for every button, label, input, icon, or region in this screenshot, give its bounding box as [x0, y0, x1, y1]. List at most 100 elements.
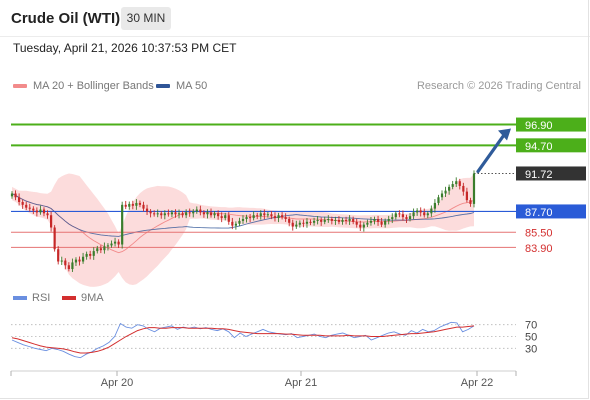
candle-body — [448, 186, 451, 191]
candle-body — [81, 256, 85, 262]
candle-body — [302, 222, 305, 224]
candle-body — [149, 211, 152, 214]
arrow-shaft — [476, 131, 507, 174]
candle-body — [305, 221, 309, 224]
candle-body — [117, 241, 120, 245]
candle-body — [78, 259, 81, 262]
candle-body — [433, 202, 437, 209]
candle-body — [156, 213, 159, 215]
candle-body — [67, 265, 70, 270]
timeframe-badge[interactable]: 30 MIN — [121, 7, 171, 30]
candle-body — [376, 219, 380, 222]
time-tick-label: Apr 21 — [285, 377, 317, 389]
candle-body — [469, 200, 472, 204]
candle-body — [369, 220, 373, 223]
candle-body — [174, 212, 177, 215]
candle-body — [53, 227, 56, 250]
candle-body — [327, 219, 330, 220]
candle-body — [291, 222, 294, 227]
ma50-swatch — [156, 84, 170, 89]
candle-body — [270, 214, 273, 217]
candle-body — [46, 213, 49, 216]
pivot-label-87.70: 87.70 — [525, 207, 553, 219]
candle-body — [256, 215, 259, 217]
candle-body — [366, 222, 369, 225]
candle-body — [362, 224, 365, 228]
candle-body — [245, 217, 248, 219]
candle-body — [430, 208, 433, 214]
resistance-tag-94.70 — [516, 138, 586, 153]
candle-body — [64, 260, 67, 266]
candle-body — [160, 213, 163, 216]
candle-body — [128, 203, 131, 207]
candle-body — [35, 210, 38, 213]
candle-body — [170, 212, 174, 215]
candle-body — [259, 213, 262, 217]
candle-body — [206, 212, 209, 215]
candlesticks — [10, 170, 476, 272]
legend-ma20-bollinger: MA 20 + Bollinger Bands — [13, 80, 154, 92]
candle-body — [352, 219, 355, 222]
candle-body — [96, 248, 99, 252]
candle-body — [138, 202, 142, 205]
candle-body — [316, 219, 319, 221]
candle-body — [99, 248, 102, 251]
rsi-ma-line-legend-label: 9MA — [81, 292, 104, 304]
candle-body — [142, 204, 145, 209]
time-tick-label: Apr 22 — [461, 377, 493, 389]
candle-body — [387, 219, 390, 221]
candle-body — [284, 217, 287, 219]
rsi-tick-70: 70 — [525, 320, 537, 332]
rsi-line — [11, 321, 475, 359]
bollinger-band-area — [12, 173, 474, 287]
candle-body — [401, 214, 405, 218]
candle-body — [71, 262, 74, 270]
candle-body — [458, 181, 461, 186]
candle-body — [344, 219, 348, 221]
candle-body — [85, 253, 88, 257]
candle-body — [412, 212, 415, 217]
research-credit: Research © 2026 Trading Central — [416, 80, 581, 92]
candle-body — [373, 219, 376, 221]
chart-header: Crude Oil (WTI) 30 MIN — [0, 0, 590, 38]
candle-body — [195, 209, 198, 212]
candle-body — [249, 217, 252, 219]
candle-body — [312, 220, 316, 223]
candle-body — [419, 210, 422, 213]
rsi-line-swatch — [13, 296, 27, 300]
rsi-ma-line — [11, 325, 475, 354]
candle-body — [440, 193, 444, 198]
rsi-line-legend-label: RSI — [32, 292, 50, 304]
candle-body — [330, 219, 333, 221]
candle-body — [202, 212, 206, 215]
candle-body — [25, 204, 28, 208]
candle-body — [298, 222, 301, 225]
candle-body — [224, 215, 227, 219]
candle-body — [213, 213, 216, 216]
candle-body — [57, 249, 60, 262]
candle-body — [181, 213, 184, 216]
resistance-label-96.90: 96.90 — [525, 120, 553, 132]
candle-body — [135, 202, 138, 206]
candle-body — [238, 220, 241, 224]
candle-body — [455, 181, 458, 185]
time-axis: Apr 20 Apr 21 Apr 22 — [10, 370, 517, 389]
candle-body — [416, 210, 419, 213]
level-labels: 96.90 94.70 91.72 87.70 85.50 83.90 — [516, 117, 586, 255]
candle-body — [18, 197, 21, 202]
candle-body — [39, 209, 42, 213]
candle-body — [323, 219, 326, 222]
candle-body — [252, 215, 255, 219]
candle-body — [28, 207, 31, 209]
candle-body — [398, 213, 401, 215]
candle-body — [288, 219, 291, 223]
candle-body — [234, 223, 237, 226]
candle-body — [14, 193, 17, 198]
candle-body — [89, 253, 92, 256]
candle-body — [320, 219, 323, 222]
candle-body — [177, 213, 181, 215]
candle-body — [163, 213, 166, 216]
candle-body — [167, 213, 170, 215]
candle-body — [199, 209, 202, 213]
